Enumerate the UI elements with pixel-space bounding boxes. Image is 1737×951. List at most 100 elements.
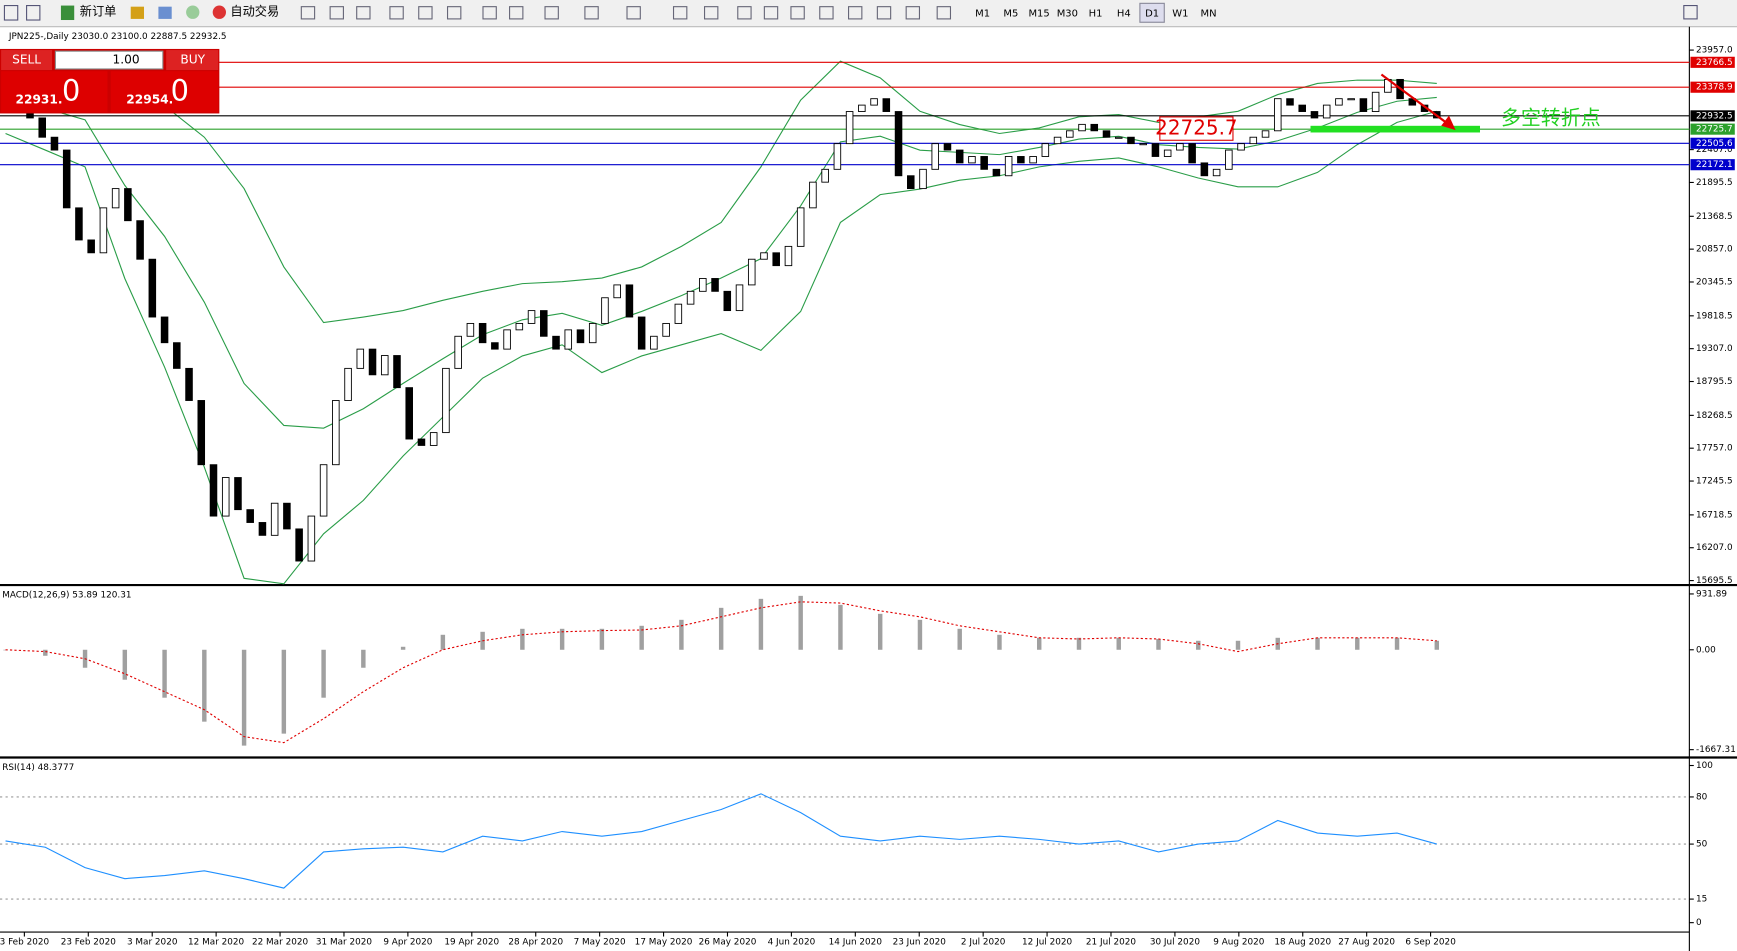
price-panel: 23957.0 22407.0 21895.5 21368.5 20857.0 20345…	[0, 46, 1735, 948]
tool-icon[interactable]	[876, 6, 892, 20]
candle	[234, 477, 242, 511]
tool-icon[interactable]	[300, 6, 316, 20]
icon[interactable]	[130, 6, 145, 19]
auto-trade-icon[interactable]	[212, 5, 226, 19]
candle	[1212, 168, 1221, 177]
icon[interactable]	[26, 5, 41, 21]
icon[interactable]	[158, 6, 172, 19]
price-level-tag	[1690, 123, 1735, 135]
candle	[1371, 91, 1380, 112]
price-level-tag	[1690, 159, 1735, 171]
tool-icon[interactable]	[790, 6, 805, 20]
y-tick-label: 21895.5	[1696, 178, 1733, 188]
lots-input[interactable]	[54, 50, 164, 70]
x-tick-label: 9 Apr 2020	[383, 938, 432, 948]
candle	[637, 316, 646, 350]
candle	[442, 367, 450, 434]
toolbar-icons	[300, 6, 952, 20]
y-tick-label: 19818.5	[1696, 311, 1733, 321]
candle	[1176, 143, 1184, 151]
search-icon[interactable]	[1683, 5, 1698, 20]
icon[interactable]	[3, 5, 19, 21]
macd-bar	[639, 625, 644, 650]
tool-icon[interactable]	[819, 6, 834, 20]
buy-price-box[interactable]	[110, 71, 219, 113]
candle	[368, 348, 377, 376]
icon[interactable]	[186, 5, 200, 19]
tool-icon[interactable]	[389, 6, 404, 20]
bid-price[interactable]: 22931.	[16, 93, 63, 107]
tool-icon[interactable]	[356, 6, 371, 20]
candle	[332, 400, 340, 466]
x-tick-label: 21 Jul 2020	[1086, 938, 1136, 948]
macd-bar	[43, 649, 48, 656]
sell-button[interactable]	[1, 50, 53, 71]
x-tick-label: 23 Feb 2020	[61, 938, 116, 948]
ask-price-big[interactable]: 0	[171, 73, 189, 107]
macd-bar	[1394, 637, 1400, 650]
tool-icon[interactable]	[329, 6, 344, 20]
tool-icon[interactable]	[584, 6, 599, 20]
trade-panel: SELL 1.00 BUY 22931. 0 22954. 0	[0, 48, 220, 114]
timeframe-button[interactable]: H4	[1117, 8, 1131, 19]
tool-icon[interactable]	[936, 6, 952, 20]
timeframe-button[interactable]: M30	[1057, 8, 1078, 19]
macd-bar	[997, 634, 1002, 650]
timeframe-button[interactable]: M1	[975, 8, 990, 19]
bollinger-band	[5, 110, 1437, 585]
y-tick-label: 18268.5	[1696, 411, 1733, 421]
candle	[221, 477, 230, 517]
candle	[576, 329, 585, 344]
sell-label[interactable]: SELL	[12, 53, 41, 67]
x-tick-label: 12 Jul 2020	[1022, 938, 1072, 948]
tool-icon[interactable]	[544, 6, 559, 20]
buy-label[interactable]: BUY	[180, 53, 205, 67]
macd-title: MACD(12,26,9) 53.89 120.31	[2, 591, 131, 601]
ask-price[interactable]: 22954.	[126, 93, 173, 107]
candle	[1261, 130, 1270, 138]
timeframe-button[interactable]: W1	[1172, 8, 1188, 19]
tool-icon[interactable]	[737, 6, 752, 20]
candle	[491, 342, 499, 350]
tool-icon[interactable]	[672, 6, 688, 20]
candle	[968, 156, 976, 164]
auto-trade-button[interactable]: 自动交易	[230, 4, 279, 19]
timeframe-button[interactable]: M15	[1028, 8, 1049, 19]
buy-button[interactable]	[166, 50, 219, 71]
tool-icon[interactable]	[509, 6, 524, 20]
macd-bar	[1434, 640, 1440, 650]
x-tick-label: 2 Jul 2020	[961, 938, 1006, 948]
candle	[1029, 156, 1037, 164]
tool-icon[interactable]	[418, 6, 433, 20]
y-tick-label: 21368.5	[1696, 212, 1733, 222]
tool-icon[interactable]	[626, 6, 641, 20]
candle	[1298, 104, 1306, 112]
new-order-button[interactable]: 新订单	[80, 4, 117, 19]
timeframe-button[interactable]: H1	[1089, 8, 1103, 19]
x-tick-label: 28 Apr 2020	[508, 938, 563, 948]
macd-bar	[599, 628, 605, 650]
candle	[1273, 98, 1282, 132]
tool-icon[interactable]	[763, 6, 779, 20]
tool-icon[interactable]	[848, 6, 863, 20]
candle	[380, 355, 389, 376]
y-tick-label: 20857.0	[1696, 245, 1733, 255]
timeframe-button[interactable]: M5	[1003, 8, 1018, 19]
sell-price-box[interactable]	[1, 71, 108, 113]
timeframe-button[interactable]: MN	[1201, 8, 1217, 19]
candle	[111, 188, 120, 209]
y-tick-label: 17757.0	[1696, 444, 1733, 454]
tool-icon[interactable]	[482, 6, 497, 20]
candle	[209, 464, 218, 517]
bid-price-big[interactable]: 0	[62, 73, 80, 107]
candle	[344, 367, 352, 401]
timeframe-button[interactable]: D1	[1145, 8, 1159, 19]
tool-icon[interactable]	[703, 6, 719, 20]
new-order-icon[interactable]	[60, 5, 75, 21]
tool-icon[interactable]	[905, 6, 921, 20]
y-tick-label: 0.00	[1696, 645, 1716, 655]
x-tick-label: 27 Aug 2020	[1338, 938, 1395, 948]
tool-icon[interactable]	[446, 6, 462, 20]
lots-value[interactable]: 1.00	[112, 53, 139, 67]
candle	[1225, 149, 1233, 170]
